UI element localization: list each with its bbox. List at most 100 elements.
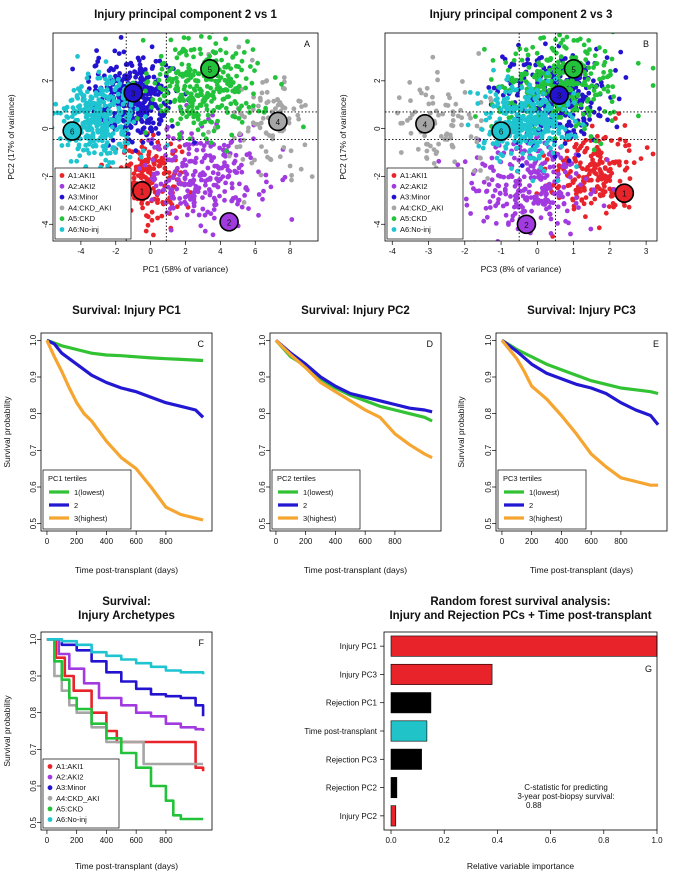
point-a5 [573, 123, 579, 129]
point-a3 [571, 128, 577, 133]
y-tick-label: 0.6 [258, 481, 267, 493]
point-a2 [535, 201, 541, 206]
point-a5 [205, 112, 211, 118]
point-a4 [277, 154, 283, 160]
point-a2 [183, 194, 188, 200]
point-a4 [476, 51, 482, 56]
point-a5 [143, 130, 149, 136]
point-a2 [512, 183, 518, 189]
point-a6 [580, 122, 586, 127]
point-a2 [185, 188, 191, 194]
point-a2 [146, 137, 151, 143]
point-a5 [152, 80, 158, 86]
point-a2 [224, 163, 230, 169]
point-a5 [167, 68, 173, 74]
point-a4 [281, 75, 287, 80]
point-a6 [107, 111, 113, 117]
point-a5 [247, 110, 252, 115]
point-a5 [598, 141, 604, 147]
y-tick-label: 1.0 [484, 334, 493, 346]
point-a4 [462, 90, 468, 95]
point-a2 [544, 173, 550, 178]
point-a5 [582, 69, 587, 75]
point-a4 [289, 177, 294, 183]
point-a5 [215, 118, 221, 124]
point-a4 [236, 44, 242, 50]
category-label: Time post-transplant [304, 727, 377, 736]
point-a5 [610, 84, 616, 90]
x-tick-label: -4 [389, 247, 397, 256]
point-a5 [164, 99, 170, 104]
point-a6 [83, 102, 89, 107]
point-a2 [498, 174, 503, 179]
point-a5 [190, 97, 196, 103]
point-a1 [609, 138, 614, 144]
point-a6 [511, 117, 517, 122]
point-a5 [196, 71, 202, 77]
point-a1 [155, 215, 161, 221]
panel-letter: D [427, 339, 434, 349]
point-a6 [53, 125, 55, 130]
point-a4 [405, 118, 410, 123]
point-a3 [514, 92, 520, 98]
point-a3 [153, 125, 159, 131]
point-a5 [184, 114, 190, 120]
point-a4 [296, 116, 302, 122]
centroid-label: 1 [622, 190, 627, 199]
point-a5 [194, 105, 200, 111]
point-a6 [102, 93, 108, 99]
point-a6 [87, 121, 93, 127]
point-a6 [526, 89, 531, 94]
point-a1 [564, 148, 570, 154]
point-a6 [527, 141, 533, 147]
point-a2 [508, 194, 513, 199]
point-a5 [218, 47, 223, 53]
point-a1 [603, 210, 609, 216]
point-a6 [111, 102, 116, 108]
plot-frame [495, 332, 668, 532]
point-a2 [166, 177, 172, 183]
point-a5 [189, 26, 194, 31]
point-a5 [149, 105, 155, 110]
legend-label: 3(highest) [303, 514, 337, 523]
point-a6 [517, 133, 523, 139]
point-a2 [512, 155, 517, 161]
point-a3 [132, 69, 137, 75]
point-a3 [153, 58, 159, 64]
point-a1 [598, 150, 604, 156]
point-a5 [230, 80, 236, 85]
point-a5 [177, 132, 182, 137]
point-a3 [137, 62, 143, 68]
point-a2 [209, 158, 214, 164]
point-a2 [516, 188, 522, 193]
point-a6 [53, 101, 59, 107]
point-a6 [57, 136, 63, 142]
legend-marker [47, 774, 53, 780]
legend-label: 1(lowest) [303, 488, 334, 497]
point-a3 [95, 59, 101, 64]
point-a5 [174, 55, 180, 61]
point-a3 [507, 64, 513, 69]
point-a5 [225, 73, 231, 79]
point-a3 [118, 35, 124, 40]
point-a4 [426, 101, 432, 107]
point-a5 [173, 70, 179, 76]
point-a6 [493, 92, 499, 97]
legend-marker [391, 227, 397, 232]
point-a1 [626, 148, 632, 154]
point-a2 [210, 112, 216, 118]
point-a4 [423, 92, 429, 98]
point-a1 [146, 152, 152, 158]
point-a5 [196, 112, 201, 118]
point-a3 [129, 139, 135, 145]
point-a2 [538, 176, 544, 182]
point-a6 [86, 108, 91, 114]
point-a6 [103, 146, 108, 152]
point-a5 [204, 84, 210, 89]
survival-curve-mid [500, 339, 660, 426]
point-a2 [591, 187, 597, 193]
point-a4 [251, 94, 256, 100]
x-tick-label: 0 [274, 537, 279, 546]
point-a5 [251, 103, 256, 109]
point-a5 [202, 98, 208, 104]
